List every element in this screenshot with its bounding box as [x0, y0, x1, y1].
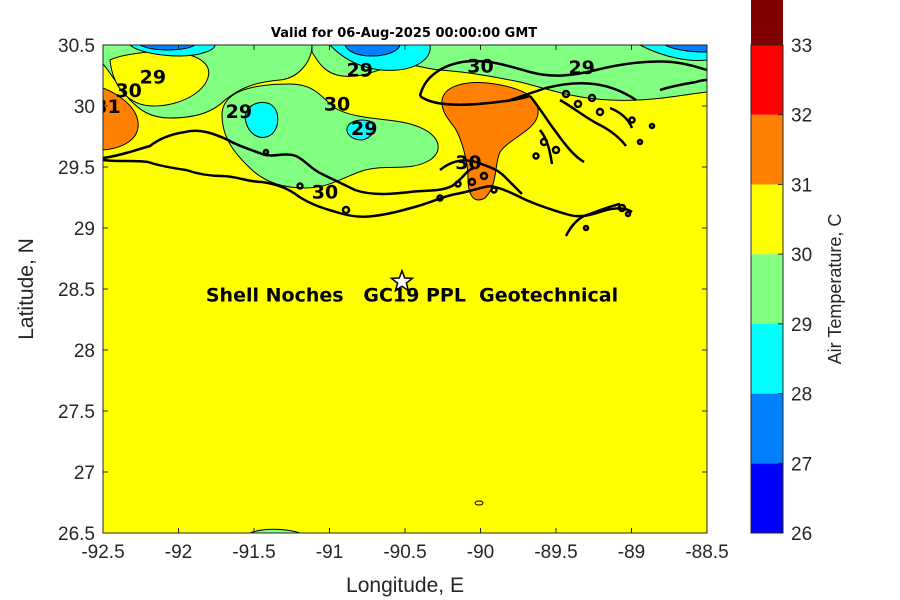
x-tick-label: -90.5	[383, 542, 426, 563]
colorbar-tick-label: 29	[791, 315, 812, 336]
y-tick-label: 29.5	[58, 158, 95, 179]
colorbar-segment	[751, 254, 783, 324]
contour-label: 29	[351, 118, 377, 140]
x-tick-label: -92.5	[81, 542, 124, 563]
contour-region-31-west	[103, 87, 139, 151]
coastline	[103, 59, 707, 237]
contour-region-28-a	[244, 102, 279, 138]
colorbar-segment	[751, 114, 783, 185]
x-tick-label: -90	[467, 542, 494, 563]
y-tick-label: 29	[74, 219, 95, 240]
contour-label: 29	[226, 101, 252, 123]
colorbar-segment	[751, 184, 783, 255]
x-tick-label: -88.5	[685, 542, 728, 563]
contour-label: 31	[94, 96, 120, 118]
station-star-marker[interactable]	[389, 268, 415, 293]
contour-label: 29	[568, 57, 594, 79]
chart-title: Valid for 06-Aug-2025 00:00:00 GMT	[271, 26, 537, 41]
y-tick-label: 27	[74, 463, 95, 484]
y-tick-label: 30	[74, 97, 95, 118]
colorbar-segment	[751, 0, 783, 46]
colorbar-ticks: 26 27 28 29 30 31 32 33	[778, 36, 812, 545]
colorbar-segment	[751, 393, 783, 464]
contour-label: 30	[312, 181, 338, 203]
colorbar-tick-label: 30	[791, 245, 812, 266]
contour-region-27-ne	[664, 45, 707, 53]
y-axis-ticks: 26.5 27 27.5 28 28.5 29 29.5 30 30.5	[58, 36, 707, 545]
contour-region-28-b	[346, 119, 375, 141]
contour-label: 29	[140, 67, 166, 89]
colorbar-tick-label: 33	[791, 36, 812, 57]
colorbar-tick-label: 28	[791, 385, 812, 406]
y-tick-label: 26.5	[58, 524, 95, 545]
x-tick-label: -91	[316, 542, 343, 563]
colorbar	[751, 0, 783, 533]
contour-label: 30	[455, 152, 481, 174]
station-label: Shell Noches GC19 PPL Geotechnical	[206, 285, 618, 307]
contour-region-27-nw	[139, 45, 196, 51]
x-tick-label: -92	[165, 542, 192, 563]
x-axis-label: Longitude, E	[346, 574, 464, 597]
x-tick-label: -91.5	[232, 542, 275, 563]
contour-label: 29	[346, 59, 372, 81]
colorbar-tick-label: 32	[791, 106, 812, 127]
x-axis-ticks: -92.5 -92 -91.5 -91 -90.5 -90 -89.5 -89 -88.5	[81, 45, 729, 563]
contour-region-31-east	[441, 82, 539, 201]
colorbar-tick-label: 27	[791, 454, 812, 475]
y-tick-label: 30.5	[58, 36, 95, 57]
contour-region-27-top	[344, 45, 401, 57]
y-tick-label: 28	[74, 341, 95, 362]
coastline-islands	[262, 89, 656, 232]
contour-label: 30	[115, 80, 141, 102]
colorbar-tick-label: 26	[791, 524, 812, 545]
x-tick-label: -89	[618, 542, 645, 563]
contour-label: 30	[324, 94, 350, 116]
colorbar-segment	[751, 463, 783, 533]
colorbar-segment	[751, 45, 783, 115]
y-axis-label: Latitude, N	[15, 238, 38, 340]
contour-small-loop	[474, 500, 484, 506]
colorbar-label: Air Temperature, C	[825, 214, 845, 365]
y-tick-label: 27.5	[58, 402, 95, 423]
colorbar-segment	[751, 323, 783, 394]
x-tick-label: -89.5	[534, 542, 577, 563]
colorbar-frame	[750, 44, 784, 534]
contour-label: 30	[467, 56, 493, 78]
colorbar-tick-label: 31	[791, 175, 812, 196]
y-tick-label: 28.5	[58, 280, 95, 301]
